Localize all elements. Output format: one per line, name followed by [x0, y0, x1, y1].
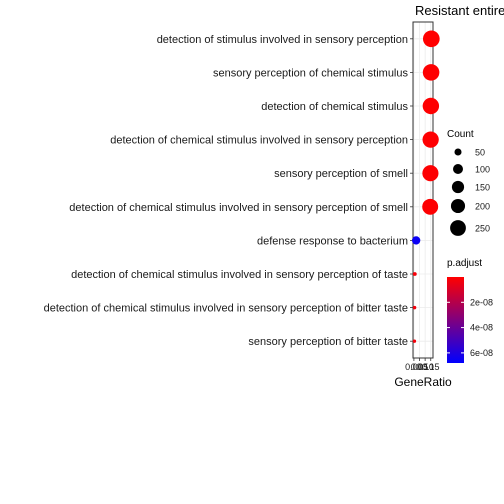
color-legend-label: 4e-08 [470, 323, 493, 333]
chart-title: Resistant entire [415, 3, 504, 18]
y-tick-label: sensory perception of chemical stimulus [213, 67, 409, 79]
color-legend: p.adjust 2e-08 4e-08 6e-08 [447, 258, 493, 363]
color-legend-title: p.adjust [447, 258, 482, 269]
x-tick-label: 0.00 [405, 362, 423, 372]
size-legend-key [454, 148, 462, 156]
data-point [422, 165, 439, 182]
size-legend-label: 150 [475, 183, 490, 193]
data-point [422, 64, 440, 81]
data-points [411, 30, 440, 343]
x-tick-label: 0.10 [416, 362, 434, 372]
color-legend-label: 2e-08 [470, 297, 493, 307]
data-point [422, 97, 440, 115]
x-axis-title: GeneRatio [394, 375, 452, 389]
size-legend-label: 100 [475, 165, 490, 175]
y-tick-label: detection of chemical stimulus involved … [44, 303, 408, 315]
data-point [412, 339, 417, 343]
y-axis-labels: detection of stimulus involved in sensor… [44, 34, 413, 348]
data-point [422, 198, 439, 215]
color-legend-bar [447, 277, 464, 363]
x-tick-label: 0.05 [411, 362, 429, 372]
data-point [422, 131, 439, 148]
size-legend-label: 50 [475, 148, 485, 158]
x-tick-label: 0.15 [422, 362, 440, 372]
y-tick-label: detection of chemical stimulus involved … [110, 135, 408, 147]
size-legend-key [450, 198, 466, 214]
size-legend-label: 200 [475, 202, 490, 212]
y-tick-label: sensory perception of smell [274, 168, 408, 180]
y-tick-label: defense response to bacterium [257, 235, 408, 247]
plot-panel [412, 21, 434, 359]
data-point [411, 236, 421, 245]
data-point [412, 305, 417, 310]
y-tick-label: detection of chemical stimulus involved … [71, 269, 408, 281]
data-point [422, 30, 440, 48]
y-tick-label: sensory perception of bitter taste [248, 336, 408, 348]
size-legend: Count 50 100 150 200 250 [447, 129, 490, 236]
x-axis-ticks: 0.000.050.100.15 [405, 358, 440, 372]
y-tick-label: detection of chemical stimulus involved … [69, 202, 408, 214]
size-legend-title: Count [447, 129, 474, 140]
size-legend-key [450, 220, 466, 236]
size-legend-key [451, 180, 465, 194]
size-legend-label: 250 [475, 224, 490, 234]
y-tick-label: detection of stimulus involved in sensor… [157, 34, 408, 46]
color-legend-label: 6e-08 [470, 348, 493, 358]
y-tick-label: detection of chemical stimulus [261, 101, 408, 113]
data-point [412, 272, 417, 276]
size-legend-key [453, 164, 463, 174]
